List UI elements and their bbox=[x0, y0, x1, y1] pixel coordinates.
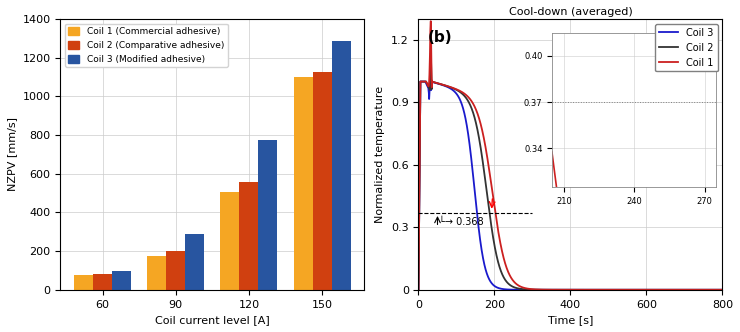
Bar bbox=[258, 140, 278, 290]
Bar bbox=[112, 272, 131, 290]
Coil 3 bbox=[414, 288, 423, 292]
Coil 3 bbox=[712, 288, 721, 292]
Text: (a): (a) bbox=[67, 27, 90, 42]
Legend: Coil 3, Coil 2, Coil 1: Coil 3, Coil 2, Coil 1 bbox=[655, 24, 718, 71]
Coil 3 bbox=[531, 288, 539, 292]
Coil 2 bbox=[449, 86, 458, 90]
Coil 3 bbox=[425, 71, 434, 75]
Coil 3 bbox=[679, 288, 688, 292]
Bar bbox=[240, 182, 258, 290]
Line: Coil 1: Coil 1 bbox=[419, 21, 722, 290]
Coil 2 bbox=[712, 288, 721, 292]
Coil 2 bbox=[544, 288, 553, 292]
Line: Coil 2: Coil 2 bbox=[419, 53, 722, 290]
Coil 3 bbox=[718, 288, 727, 292]
Bar bbox=[312, 72, 332, 290]
Line: Coil 3: Coil 3 bbox=[419, 73, 722, 290]
Bar bbox=[166, 251, 185, 290]
Legend: Coil 1 (Commercial adhesive), Coil 2 (Comparative adhesive), Coil 3 (Modified ad: Coil 1 (Commercial adhesive), Coil 2 (Co… bbox=[65, 24, 227, 67]
Bar bbox=[74, 275, 93, 290]
Coil 2 bbox=[679, 288, 688, 292]
Coil 3 bbox=[544, 288, 553, 292]
Bar bbox=[93, 274, 112, 290]
Coil 2 bbox=[467, 106, 476, 110]
Coil 3 bbox=[449, 88, 458, 92]
Coil 1 bbox=[414, 288, 423, 292]
Y-axis label: NZPV [mm/s]: NZPV [mm/s] bbox=[7, 118, 17, 192]
Coil 1 bbox=[426, 19, 435, 23]
Coil 1 bbox=[449, 86, 458, 90]
X-axis label: Time [s]: Time [s] bbox=[548, 315, 593, 325]
X-axis label: Coil current level [A]: Coil current level [A] bbox=[155, 315, 269, 325]
Coil 2 bbox=[426, 51, 435, 55]
Coil 1 bbox=[531, 288, 539, 291]
Bar bbox=[185, 234, 204, 290]
Bar bbox=[221, 192, 240, 290]
Y-axis label: Normalized temperature: Normalized temperature bbox=[375, 86, 386, 223]
Title: Cool-down (averaged): Cool-down (averaged) bbox=[508, 7, 633, 17]
Coil 1 bbox=[712, 288, 721, 292]
Coil 3 bbox=[467, 157, 476, 161]
Bar bbox=[332, 42, 351, 290]
Coil 2 bbox=[718, 288, 727, 292]
Coil 1 bbox=[718, 288, 727, 292]
Coil 1 bbox=[544, 288, 553, 292]
Text: (b): (b) bbox=[428, 30, 452, 45]
Coil 1 bbox=[467, 99, 476, 103]
Coil 1 bbox=[679, 288, 688, 292]
Coil 2 bbox=[414, 288, 423, 292]
Bar bbox=[147, 256, 166, 290]
Text: └→ 0.368: └→ 0.368 bbox=[440, 217, 484, 227]
Coil 2 bbox=[531, 288, 539, 292]
Bar bbox=[294, 77, 312, 290]
